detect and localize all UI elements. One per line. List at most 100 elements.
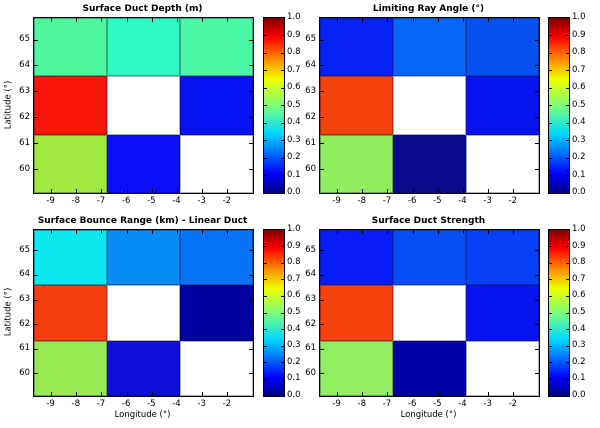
colorbar-tick-label: 0.4 bbox=[287, 117, 301, 127]
colorbar-tick-label: 0.8 bbox=[287, 257, 301, 268]
colorbar bbox=[548, 17, 570, 194]
y-tick-mark bbox=[249, 65, 253, 67]
x-tick-label: -3 bbox=[197, 399, 206, 409]
heatmap-cell bbox=[320, 76, 393, 135]
y-tick-mark bbox=[34, 250, 38, 252]
x-tick-mark bbox=[76, 189, 78, 193]
colorbar-tick-mark bbox=[549, 35, 552, 36]
x-tick-mark bbox=[51, 18, 53, 22]
x-tick-label: -7 bbox=[382, 196, 392, 206]
colorbar-tick-mark bbox=[549, 157, 552, 159]
x-tick-mark bbox=[412, 392, 414, 396]
y-tick-label: 62 bbox=[305, 111, 316, 122]
colorbar-tick-mark bbox=[566, 52, 569, 54]
y-tick-mark bbox=[535, 169, 539, 171]
y-tick-label: 61 bbox=[19, 343, 30, 354]
colorbar-tick-label: 0.2 bbox=[572, 152, 586, 162]
y-tick-mark bbox=[320, 65, 324, 67]
x-tick-mark bbox=[462, 230, 464, 234]
x-tick-label: -2 bbox=[222, 196, 232, 206]
heatmap-cell bbox=[34, 340, 107, 396]
colorbar-tick-label: 0.4 bbox=[572, 323, 586, 334]
heatmap-cell bbox=[465, 18, 539, 77]
x-tick-label: -8 bbox=[71, 399, 81, 409]
colorbar-tick-mark bbox=[566, 246, 569, 248]
colorbar-tick-label: 0.1 bbox=[572, 373, 586, 384]
y-tick-mark bbox=[249, 117, 253, 119]
x-tick-mark bbox=[513, 18, 515, 22]
colorbar-tick-mark bbox=[264, 378, 267, 380]
heatmap-cell-nan bbox=[179, 340, 253, 396]
colorbar-tick-mark bbox=[549, 295, 552, 297]
heatmap-cell bbox=[320, 230, 393, 286]
heatmap-cell bbox=[179, 76, 253, 135]
colorbar-tick-mark bbox=[264, 362, 267, 364]
colorbar-tick-label: 0.7 bbox=[287, 64, 301, 75]
y-tick-label: 61 bbox=[305, 343, 316, 354]
x-tick-mark bbox=[437, 189, 439, 193]
x-tick-mark bbox=[387, 230, 389, 234]
colorbar-tick-mark bbox=[566, 87, 569, 89]
y-tick-label: 61 bbox=[305, 137, 316, 148]
y-tick-label: 63 bbox=[305, 85, 316, 96]
x-tick-mark bbox=[513, 230, 515, 234]
colorbar-tick-mark bbox=[264, 70, 267, 71]
x-tick-mark bbox=[101, 189, 103, 193]
heatmap-cell bbox=[392, 18, 466, 77]
x-tick-label: -7 bbox=[96, 399, 106, 409]
colorbar-tick-label: 0.2 bbox=[287, 152, 301, 162]
x-tick-mark bbox=[126, 392, 128, 396]
colorbar-tick-mark bbox=[264, 279, 267, 281]
colorbar-tick-mark bbox=[549, 329, 552, 331]
x-tick-label: -9 bbox=[332, 399, 341, 409]
x-tick-mark bbox=[227, 189, 229, 193]
colorbar bbox=[548, 229, 570, 397]
x-tick-mark bbox=[362, 230, 364, 234]
colorbar-tick-label: 0.3 bbox=[287, 134, 301, 145]
heatmap-cell-nan bbox=[465, 340, 539, 396]
colorbar-tick-mark bbox=[264, 87, 267, 89]
heatmap-cell bbox=[320, 134, 393, 193]
colorbar-tick-label: 0.9 bbox=[572, 29, 586, 40]
colorbar-tick-mark bbox=[281, 175, 284, 176]
x-tick-mark bbox=[387, 18, 389, 22]
subplot-surface-duct-strength: Surface Duct Strength Longitude (°) -9 -8… bbox=[300, 214, 600, 428]
colorbar-tick-label: 0.7 bbox=[287, 273, 301, 284]
colorbar-tick-mark bbox=[549, 378, 552, 380]
y-tick-label: 64 bbox=[19, 269, 30, 280]
x-tick-label: -8 bbox=[357, 399, 367, 409]
x-tick-mark bbox=[387, 392, 389, 396]
x-tick-mark bbox=[337, 189, 339, 193]
colorbar-tick-mark bbox=[549, 87, 552, 89]
colorbar-tick-label: 0.6 bbox=[572, 82, 586, 92]
colorbar-tick-mark bbox=[281, 246, 284, 248]
colorbar-tick-mark bbox=[549, 279, 552, 281]
colorbar-tick-label: 0.9 bbox=[572, 240, 586, 251]
y-tick-mark bbox=[535, 143, 539, 145]
y-tick-mark bbox=[535, 324, 539, 326]
colorbar-tick-label: 0.1 bbox=[287, 169, 301, 180]
x-tick-label: -2 bbox=[222, 399, 232, 409]
x-tick-mark bbox=[488, 18, 490, 22]
y-tick-label: 65 bbox=[19, 244, 30, 255]
x-tick-mark bbox=[76, 230, 78, 234]
y-tick-label: 60 bbox=[19, 367, 30, 378]
x-tick-mark bbox=[227, 230, 229, 234]
heatmap-cell-nan bbox=[392, 76, 466, 135]
x-tick-mark bbox=[176, 18, 178, 22]
x-tick-mark bbox=[337, 230, 339, 234]
colorbar-tick-mark bbox=[264, 52, 267, 54]
colorbar-tick-label: 0.4 bbox=[287, 323, 301, 334]
x-tick-mark bbox=[462, 392, 464, 396]
y-tick-label: 65 bbox=[305, 34, 316, 45]
y-tick-label: 64 bbox=[305, 269, 316, 280]
y-tick-mark bbox=[249, 169, 253, 171]
x-tick-mark bbox=[362, 392, 364, 396]
plot-area bbox=[319, 229, 540, 397]
colorbar-tick-mark bbox=[264, 246, 267, 248]
colorbar-tick-mark bbox=[566, 378, 569, 380]
colorbar-tick-mark bbox=[264, 35, 267, 36]
colorbar-tick-label: 0.7 bbox=[572, 273, 586, 284]
x-tick-mark bbox=[202, 189, 204, 193]
colorbar-tick-mark bbox=[281, 140, 284, 141]
